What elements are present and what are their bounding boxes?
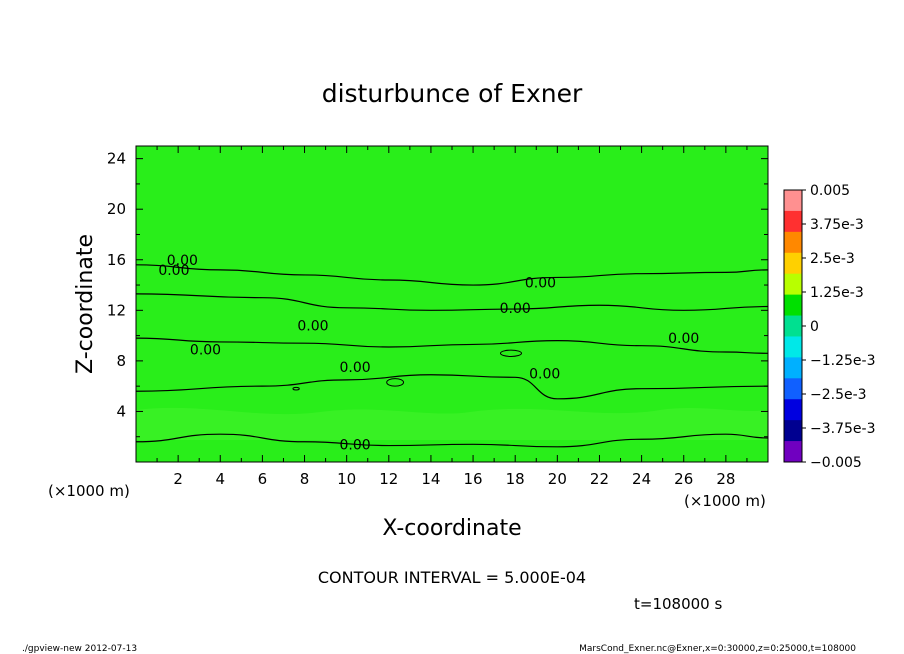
colorbar-segment <box>784 273 802 296</box>
x-tick-label: 28 <box>716 470 735 488</box>
contour-label: 0.00 <box>529 367 560 383</box>
x-axis: 2 4 6 8 10 12 14 16 18 20 22 24 26 28 <box>156 146 748 488</box>
colorbar-segment <box>784 399 802 421</box>
x-tick-label: 26 <box>674 470 693 488</box>
y-tick-label: 8 <box>116 352 126 370</box>
contour-line <box>135 337 769 354</box>
y-tick-label: 24 <box>107 150 126 168</box>
contour-line <box>135 264 769 286</box>
contour-line <box>135 374 769 400</box>
colorbar-segment <box>784 336 802 358</box>
contour-label: 0.00 <box>158 263 189 279</box>
contour-interval-text: CONTOUR INTERVAL = 5.000E-04 <box>318 568 586 587</box>
contour-label: 0.00 <box>340 437 371 453</box>
contour-fill <box>136 146 768 462</box>
x-tick-label: 12 <box>379 470 398 488</box>
x-tick-label: 2 <box>173 470 183 488</box>
x-tick-label: 4 <box>215 470 225 488</box>
x-unit-left: (×1000 m) <box>48 482 130 500</box>
colorbar-label: −0.005 <box>810 455 862 471</box>
y-tick-label: 12 <box>107 301 126 319</box>
colorbar-label: 0.005 <box>810 183 850 199</box>
y-tick-label: 16 <box>107 251 126 269</box>
x-tick-label: 8 <box>300 470 310 488</box>
x-tick-label: 14 <box>421 470 440 488</box>
colorbar-segment <box>784 315 802 337</box>
colorbar-segment <box>784 441 802 463</box>
contour-island <box>499 349 523 357</box>
colorbar-segment <box>784 294 802 317</box>
contour-line <box>135 433 769 448</box>
contour-line <box>135 293 769 311</box>
colorbar-label: 1.25e-3 <box>810 285 864 301</box>
x-tick-label: 10 <box>337 470 356 488</box>
contour-label: 0.00 <box>167 253 198 269</box>
contour-label: 0.00 <box>668 331 699 347</box>
colorbar-segment <box>784 252 802 275</box>
colorbar-label: 0 <box>810 319 819 335</box>
y-axis: 4 8 12 16 20 24 <box>107 150 768 438</box>
colorbar-label: −2.5e-3 <box>810 387 867 403</box>
colorbar-segment <box>784 231 802 254</box>
colorbar-label: −1.25e-3 <box>810 353 875 369</box>
x-tick-label: 18 <box>506 470 525 488</box>
contour-island <box>292 386 300 391</box>
y-axis-title: Z-coordinate <box>73 234 98 374</box>
colorbar-segment <box>784 357 802 379</box>
y-tick-label: 4 <box>116 402 126 420</box>
x-tick-label: 16 <box>464 470 483 488</box>
x-axis-title: X-coordinate <box>382 516 521 541</box>
footer-right: MarsCond_Exner.nc@Exner,x=0:30000,z=0:25… <box>579 644 856 654</box>
colorbar-segment <box>784 378 802 400</box>
x-tick-label: 6 <box>258 470 268 488</box>
x-tick-label: 22 <box>590 470 609 488</box>
x-tick-label: 24 <box>632 470 651 488</box>
contour-label: 0.00 <box>500 301 531 317</box>
colorbar-segment <box>784 420 802 442</box>
time-label: t=108000 s <box>634 595 722 613</box>
chart-title: disturbunce of Exner <box>322 79 583 108</box>
x-unit-right: (×1000 m) <box>684 492 766 510</box>
y-tick-label: 20 <box>107 200 126 218</box>
contour-lines <box>135 264 769 448</box>
colorbar: 0.005 3.75e-3 2.5e-3 1.25e-3 0 −1.25e-3 −2.5e-… <box>783 183 875 471</box>
colorbar-label: −3.75e-3 <box>810 421 875 437</box>
contour-label: 0.00 <box>297 318 328 334</box>
colorbar-segment <box>784 190 802 212</box>
contour-label: 0.00 <box>525 276 556 292</box>
colorbar-label: 3.75e-3 <box>810 217 864 233</box>
colorbar-segment <box>784 210 802 233</box>
contour-labels: 0.000.000.000.000.000.000.000.000.000.00 <box>158 253 699 454</box>
colorbar-label: 2.5e-3 <box>810 251 855 267</box>
plot-area: 0.000.000.000.000.000.000.000.000.000.00… <box>107 145 769 488</box>
shade-band <box>136 407 768 440</box>
contour-island <box>386 378 405 387</box>
footer-left: ./gpview-new 2012-07-13 <box>22 644 137 654</box>
x-tick-label: 20 <box>548 470 567 488</box>
contour-label: 0.00 <box>190 343 221 359</box>
contour-label: 0.00 <box>340 360 371 376</box>
